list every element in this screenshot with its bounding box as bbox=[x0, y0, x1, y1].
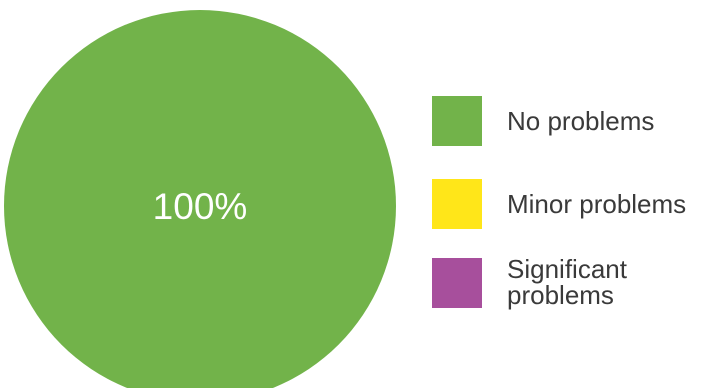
legend-swatch-minor-problems bbox=[432, 179, 482, 229]
pie-slice-no-problems bbox=[4, 10, 396, 388]
legend-label-significant-problems: Significant problems bbox=[507, 254, 627, 310]
legend-label-minor-problems: Minor problems bbox=[507, 189, 687, 219]
pie-slice-label-no-problems: 100% bbox=[153, 186, 248, 227]
legend-swatch-no-problems bbox=[432, 96, 482, 146]
legend-swatch-significant-problems bbox=[432, 258, 482, 308]
legend-label-no-problems: No problems bbox=[507, 106, 655, 136]
